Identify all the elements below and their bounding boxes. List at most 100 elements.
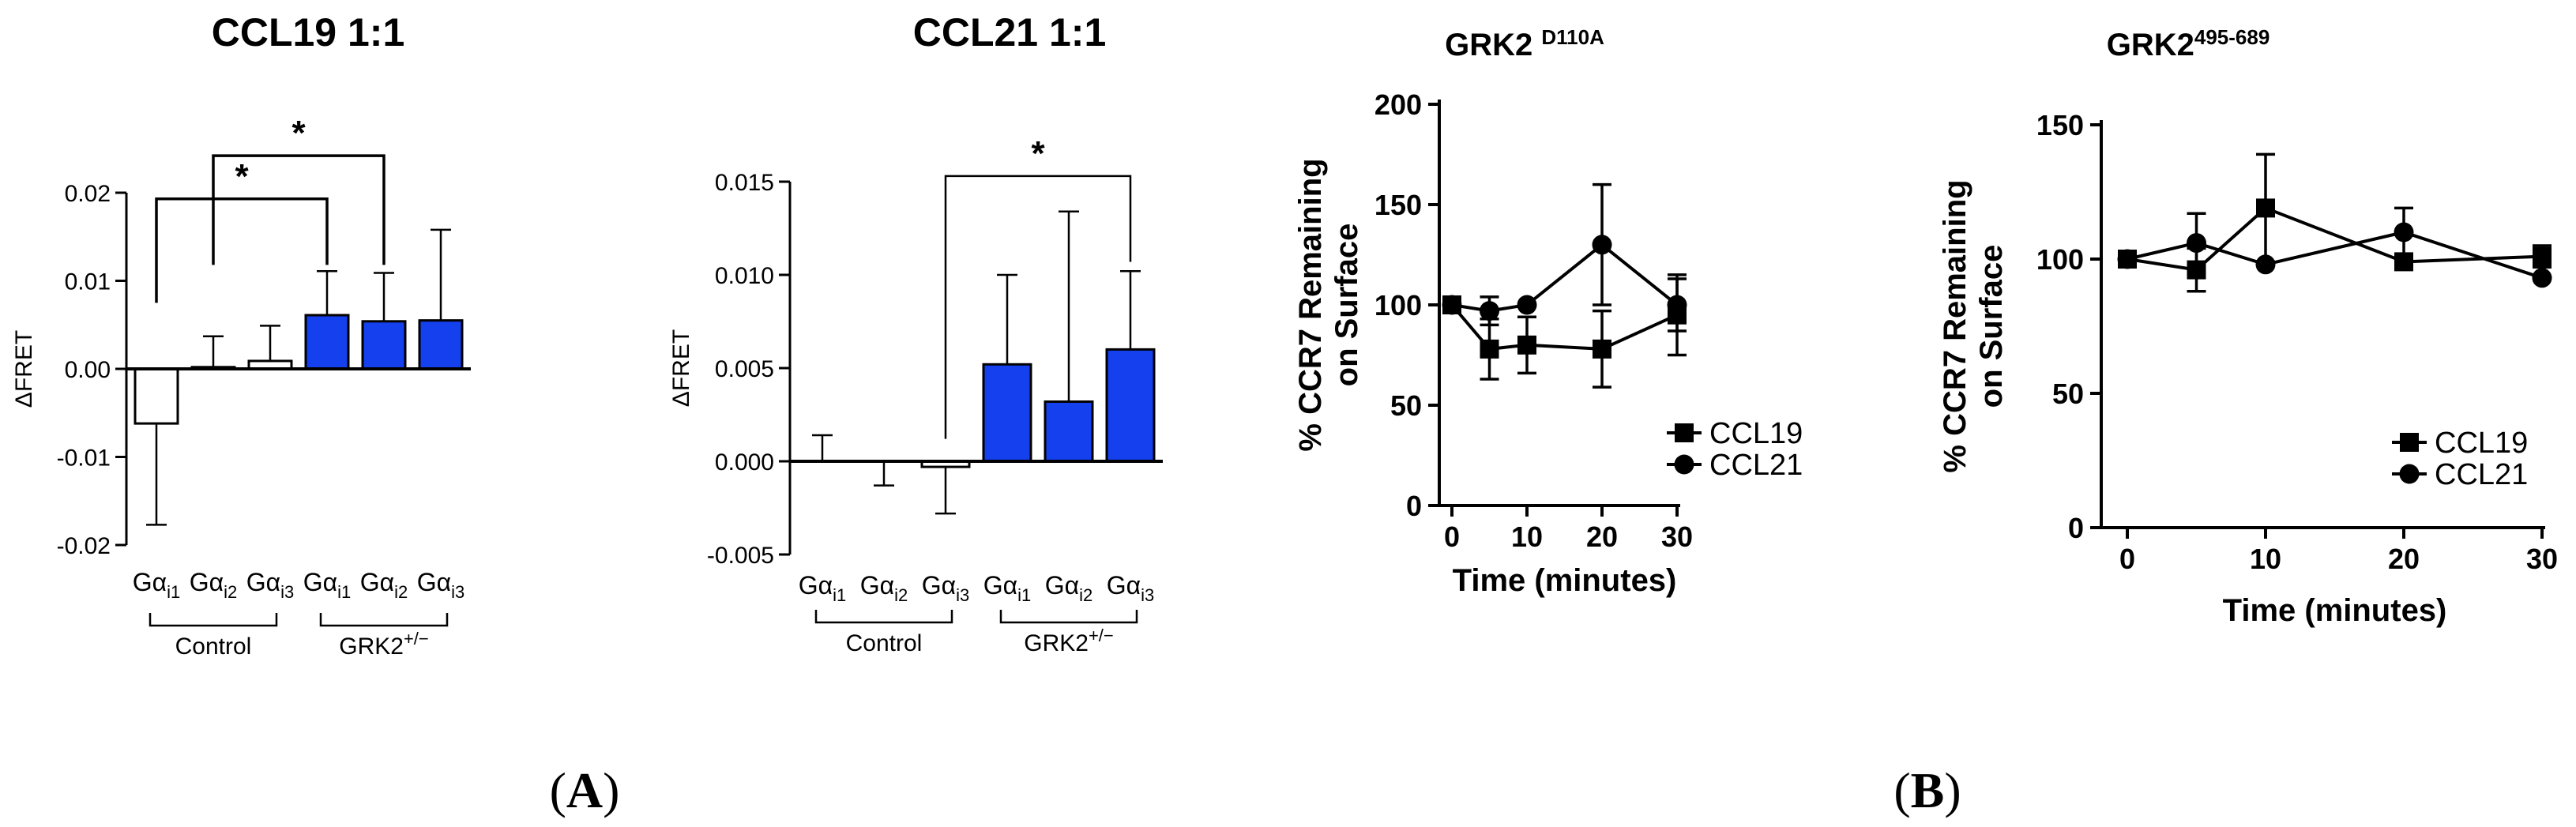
chart-title: GRK2495-689 (2107, 25, 2270, 62)
y-tick-label: 100 (1374, 289, 1422, 321)
category-label: Gαi1 (983, 571, 1032, 605)
chart-title: CCL19 1:1 (212, 10, 405, 55)
category-label: Gαi3 (246, 568, 295, 602)
group-bracket (149, 613, 278, 627)
category-label: Gαi3 (1107, 571, 1155, 605)
panel-label-a: (A) (550, 762, 620, 818)
y-tick-label: 0.010 (715, 263, 774, 289)
y-tick-label: -0.02 (57, 533, 111, 559)
y-tick-label: 100 (2036, 243, 2084, 276)
bar (1105, 348, 1156, 463)
group-label: GRK2+/− (1024, 626, 1114, 656)
category-label: Gαi2 (860, 571, 908, 605)
legend-marker-square (1675, 423, 1694, 442)
significance-bracket (155, 197, 329, 303)
x-axis-label: Time (minutes) (1453, 563, 1677, 598)
y-tick-label: 50 (2052, 378, 2084, 410)
bar (304, 314, 350, 370)
significance-bracket (212, 154, 385, 265)
panel-label-b: (B) (1893, 762, 1961, 818)
marker-circle (1517, 295, 1537, 315)
significance-star: * (291, 114, 306, 152)
x-tick-label: 10 (2250, 543, 2281, 575)
category-label: Gαi1 (303, 568, 352, 602)
y-axis-label: ΔFRET (11, 330, 37, 408)
bar (134, 367, 179, 425)
bar (361, 320, 407, 370)
category-label: Gαi3 (922, 571, 970, 605)
grk2-d110a-chart: GRK2 D110A 0 50 100 150 200 0 10 20 30 Time (minut… (1293, 25, 1803, 598)
category-label: Gαi1 (799, 571, 847, 605)
x-tick-label: 30 (2526, 543, 2558, 575)
legend-marker-square (2400, 433, 2419, 452)
y-axis-label-line2: on Surface (1974, 245, 2009, 408)
y-tick-label: 0.01 (65, 269, 111, 295)
y-tick-label: -0.01 (57, 445, 111, 472)
bar (982, 363, 1032, 463)
y-tick-label: 0.02 (65, 181, 111, 207)
legend-label: CCL19 (1709, 417, 1803, 450)
group-bracket (814, 610, 953, 624)
category-label: Gαi2 (1045, 571, 1093, 605)
x-tick-label: 20 (2388, 543, 2420, 575)
y-tick-label: 0.00 (65, 357, 111, 383)
grk2-495-689-chart: GRK2495-689 0 50 100 150 0 10 20 30 Time (minutes… (1938, 25, 2558, 628)
y-tick-label: 0 (1406, 490, 1422, 522)
group-bracket (319, 613, 449, 627)
group-label: Control (846, 630, 923, 656)
ccl21-fret-chart: CCL21 1:1 -0.005 0.000 0.005 0.010 0.015 ΔFRET… (668, 10, 1163, 656)
category-label: Gαi1 (133, 568, 181, 602)
y-tick-label: 200 (1374, 88, 1422, 121)
marker-square (2256, 198, 2275, 218)
ccl19-fret-chart: CCL19 1:1 -0.02 -0.01 0.00 0.01 0.02 ΔFRET Gαi1… (11, 10, 471, 660)
marker-circle (1442, 295, 1462, 315)
marker-circle (2187, 233, 2206, 254)
group-label: Control (175, 633, 252, 660)
y-tick-label: 0 (2068, 512, 2084, 544)
x-tick-label: 20 (1586, 521, 1618, 553)
legend-label: CCL21 (1709, 449, 1803, 482)
significance-star: * (1031, 134, 1045, 173)
y-tick-label: 50 (1390, 389, 1422, 422)
marker-circle (2255, 254, 2276, 275)
y-tick-label: 150 (2036, 109, 2084, 141)
group-bracket (999, 610, 1138, 624)
x-tick-label: 30 (1661, 521, 1693, 553)
y-tick-label: -0.005 (707, 543, 774, 569)
marker-square (1593, 339, 1611, 359)
y-tick-label: 0.015 (715, 170, 774, 196)
marker-square (2533, 246, 2552, 266)
marker-circle (1667, 295, 1687, 315)
chart-title: GRK2 D110A (1445, 25, 1604, 62)
y-tick-label: 0.005 (715, 356, 774, 382)
x-tick-label: 0 (1444, 521, 1460, 553)
y-axis-label-line2: on Surface (1329, 224, 1364, 387)
category-label: Gαi2 (190, 568, 238, 602)
y-axis-label: ΔFRET (668, 329, 694, 407)
bar (418, 319, 464, 370)
marker-circle (2394, 222, 2414, 242)
y-tick-label: 0.000 (715, 449, 774, 476)
marker-square (1480, 339, 1499, 359)
significance-bracket (944, 175, 1132, 439)
category-label: Gαi3 (417, 568, 465, 602)
y-tick-label: 150 (1374, 189, 1422, 221)
legend-marker-circle (2399, 464, 2420, 484)
y-axis-label-line1: % CCR7 Remaining (1293, 158, 1328, 451)
marker-circle (2117, 249, 2138, 269)
legend-label: CCL19 (2435, 427, 2528, 460)
significance-star: * (235, 157, 249, 196)
marker-circle (1480, 301, 1499, 321)
y-axis-label-line1: % CCR7 Remaining (1938, 179, 1972, 472)
marker-circle (2532, 268, 2552, 288)
x-tick-label: 0 (2119, 543, 2135, 575)
bar (1044, 400, 1094, 463)
group-label: GRK2+/− (339, 629, 429, 660)
chart-title: CCL21 1:1 (913, 10, 1107, 55)
legend-label: CCL21 (2435, 458, 2528, 491)
x-tick-label: 10 (1511, 521, 1543, 553)
x-axis-label: Time (minutes) (2223, 593, 2447, 628)
series-line (1451, 242, 1679, 313)
legend-marker-circle (1674, 454, 1694, 475)
